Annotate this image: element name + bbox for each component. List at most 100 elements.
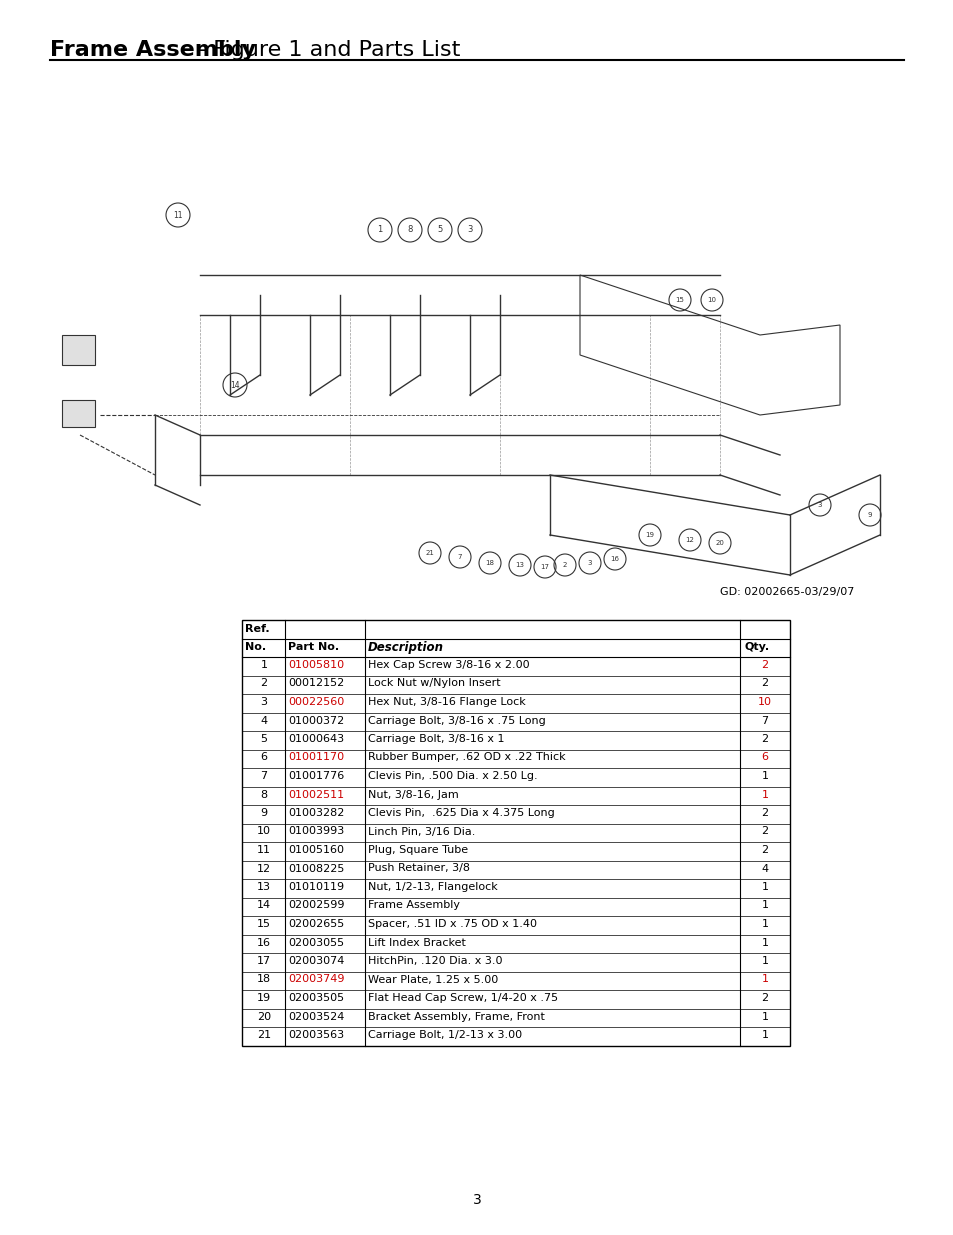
FancyBboxPatch shape <box>50 80 903 615</box>
Text: Ref.: Ref. <box>245 624 270 634</box>
Text: 02003563: 02003563 <box>288 1030 344 1040</box>
Text: 2: 2 <box>760 678 768 688</box>
Text: 1: 1 <box>760 789 768 799</box>
Text: 02003074: 02003074 <box>288 956 344 966</box>
Text: Carriage Bolt, 3/8-16 x .75 Long: Carriage Bolt, 3/8-16 x .75 Long <box>368 715 545 725</box>
Text: - Figure 1 and Parts List: - Figure 1 and Parts List <box>198 40 460 61</box>
Text: 14: 14 <box>256 900 271 910</box>
Text: 7: 7 <box>260 771 267 781</box>
Text: 12: 12 <box>685 537 694 543</box>
Text: Bracket Assembly, Frame, Front: Bracket Assembly, Frame, Front <box>368 1011 544 1021</box>
Bar <box>242 620 789 1046</box>
Text: 13: 13 <box>515 562 524 568</box>
Text: Frame Assembly: Frame Assembly <box>368 900 459 910</box>
Text: 9: 9 <box>260 808 267 818</box>
Text: 1: 1 <box>760 974 768 984</box>
Text: 3: 3 <box>587 559 592 566</box>
Text: Carriage Bolt, 1/2-13 x 3.00: Carriage Bolt, 1/2-13 x 3.00 <box>368 1030 521 1040</box>
Text: 8: 8 <box>407 226 413 235</box>
Text: 01010119: 01010119 <box>288 882 344 892</box>
Text: 16: 16 <box>256 937 271 947</box>
Text: 1: 1 <box>760 1030 768 1040</box>
Text: 2: 2 <box>760 845 768 855</box>
Text: 01002511: 01002511 <box>288 789 344 799</box>
Text: 14: 14 <box>230 380 239 389</box>
Text: 2: 2 <box>760 659 768 671</box>
Text: 01001170: 01001170 <box>288 752 344 762</box>
Text: 01005160: 01005160 <box>288 845 344 855</box>
Text: 02002599: 02002599 <box>288 900 344 910</box>
Text: 1: 1 <box>760 956 768 966</box>
Text: 7: 7 <box>760 715 768 725</box>
Text: 3: 3 <box>817 501 821 508</box>
Text: Nut, 3/8-16, Jam: Nut, 3/8-16, Jam <box>368 789 458 799</box>
Text: 1: 1 <box>760 900 768 910</box>
Polygon shape <box>62 335 95 366</box>
Text: 12: 12 <box>256 863 271 873</box>
Text: 01001776: 01001776 <box>288 771 344 781</box>
Text: 01005810: 01005810 <box>288 659 344 671</box>
Text: 19: 19 <box>256 993 271 1003</box>
Text: 11: 11 <box>256 845 271 855</box>
Text: 18: 18 <box>256 974 271 984</box>
Text: 2: 2 <box>760 993 768 1003</box>
Text: 6: 6 <box>760 752 768 762</box>
Text: GD: 02002665-03/29/07: GD: 02002665-03/29/07 <box>719 587 853 597</box>
Text: 21: 21 <box>256 1030 271 1040</box>
Text: 01003282: 01003282 <box>288 808 344 818</box>
Text: Linch Pin, 3/16 Dia.: Linch Pin, 3/16 Dia. <box>368 826 475 836</box>
Text: Clevis Pin,  .625 Dia x 4.375 Long: Clevis Pin, .625 Dia x 4.375 Long <box>368 808 554 818</box>
Text: Lift Index Bracket: Lift Index Bracket <box>368 937 465 947</box>
Text: Push Retainer, 3/8: Push Retainer, 3/8 <box>368 863 470 873</box>
Text: 01003993: 01003993 <box>288 826 344 836</box>
Text: Lock Nut w/Nylon Insert: Lock Nut w/Nylon Insert <box>368 678 500 688</box>
Text: 17: 17 <box>256 956 271 966</box>
Text: 02003749: 02003749 <box>288 974 344 984</box>
Text: 1: 1 <box>760 1011 768 1021</box>
Text: 17: 17 <box>540 564 549 571</box>
Text: Flat Head Cap Screw, 1/4-20 x .75: Flat Head Cap Screw, 1/4-20 x .75 <box>368 993 558 1003</box>
Text: 7: 7 <box>457 555 462 559</box>
Text: 20: 20 <box>256 1011 271 1021</box>
Text: 01000643: 01000643 <box>288 734 344 743</box>
Text: 1: 1 <box>760 882 768 892</box>
Text: 19: 19 <box>645 532 654 538</box>
Text: 20: 20 <box>715 540 723 546</box>
Text: 2: 2 <box>760 734 768 743</box>
Text: 1: 1 <box>760 937 768 947</box>
Text: 02003524: 02003524 <box>288 1011 344 1021</box>
Text: 4: 4 <box>260 715 267 725</box>
Text: 02002655: 02002655 <box>288 919 344 929</box>
Text: No.: No. <box>245 641 266 652</box>
Text: 3: 3 <box>467 226 472 235</box>
Text: 2: 2 <box>760 808 768 818</box>
Text: 13: 13 <box>256 882 271 892</box>
Text: 1: 1 <box>760 771 768 781</box>
Text: 21: 21 <box>425 550 434 556</box>
Text: 5: 5 <box>436 226 442 235</box>
Text: 6: 6 <box>260 752 267 762</box>
Text: Plug, Square Tube: Plug, Square Tube <box>368 845 468 855</box>
Text: 18: 18 <box>485 559 494 566</box>
Text: 3: 3 <box>472 1193 481 1207</box>
Text: 02003055: 02003055 <box>288 937 344 947</box>
Text: Nut, 1/2-13, Flangelock: Nut, 1/2-13, Flangelock <box>368 882 497 892</box>
Text: HitchPin, .120 Dia. x 3.0: HitchPin, .120 Dia. x 3.0 <box>368 956 502 966</box>
Text: 00012152: 00012152 <box>288 678 344 688</box>
Text: 1: 1 <box>760 919 768 929</box>
Text: 10: 10 <box>758 697 771 706</box>
Text: 10: 10 <box>256 826 271 836</box>
Text: 2: 2 <box>562 562 567 568</box>
Text: 1: 1 <box>260 659 267 671</box>
Text: Frame Assembly: Frame Assembly <box>50 40 255 61</box>
Text: 01000372: 01000372 <box>288 715 344 725</box>
Text: 2: 2 <box>760 826 768 836</box>
Text: 15: 15 <box>256 919 271 929</box>
Text: Carriage Bolt, 3/8-16 x 1: Carriage Bolt, 3/8-16 x 1 <box>368 734 504 743</box>
Text: Hex Cap Screw 3/8-16 x 2.00: Hex Cap Screw 3/8-16 x 2.00 <box>368 659 529 671</box>
Text: 11: 11 <box>173 210 183 220</box>
Text: 3: 3 <box>260 697 267 706</box>
Text: Description: Description <box>368 641 443 655</box>
Text: 2: 2 <box>260 678 267 688</box>
Text: 00022560: 00022560 <box>288 697 344 706</box>
